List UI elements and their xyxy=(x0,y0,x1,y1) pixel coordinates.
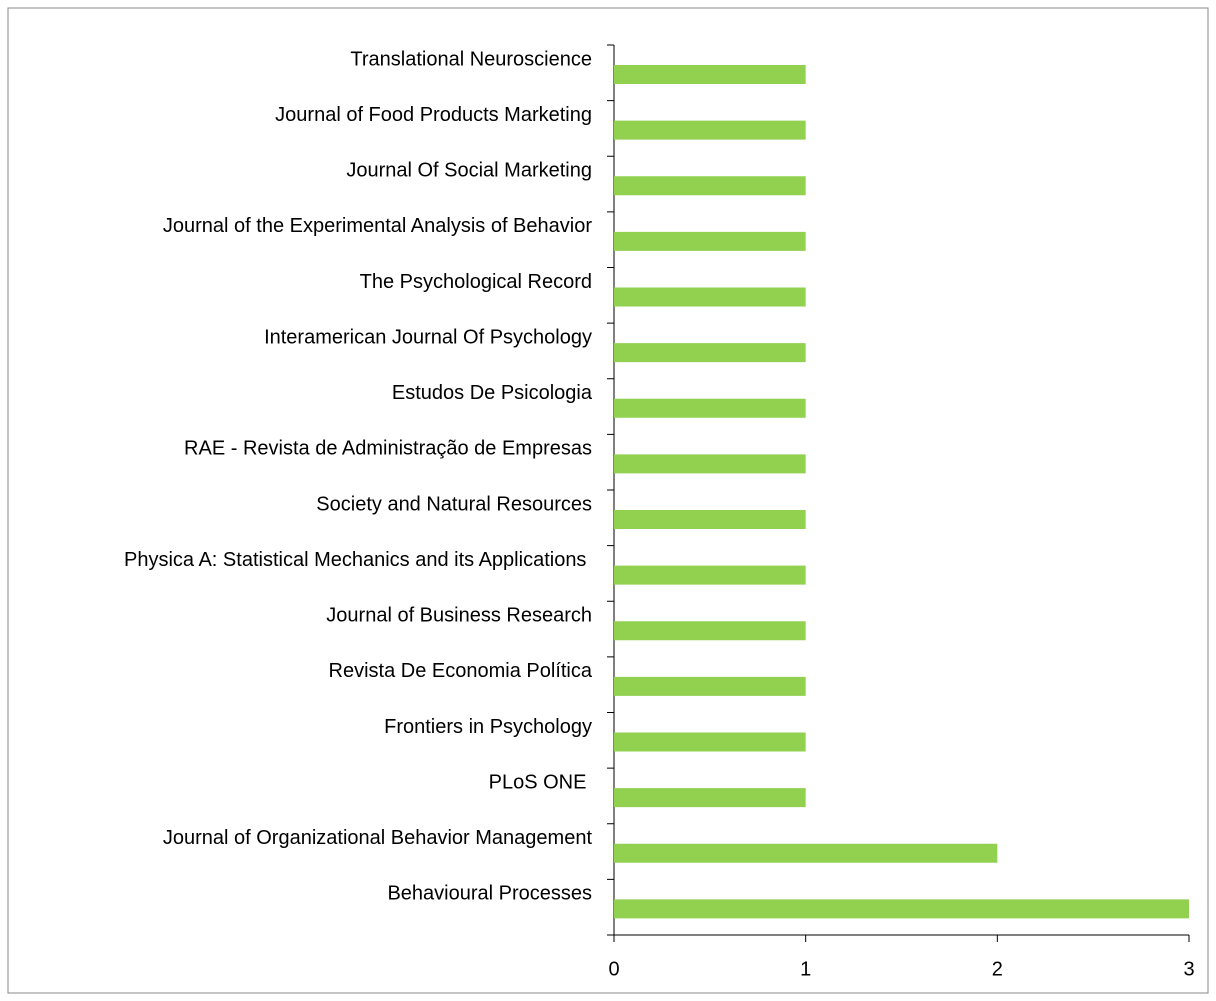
bar xyxy=(614,510,806,529)
y-tick-label: Physica A: Statistical Mechanics and its… xyxy=(124,549,592,571)
y-tick-label: Society and Natural Resources xyxy=(316,493,592,515)
x-tick-label: 0 xyxy=(608,958,619,980)
chart-border xyxy=(7,7,1209,994)
y-tick-label: Behavioural Processes xyxy=(387,883,592,905)
bar xyxy=(614,398,806,418)
y-tick-label: Journal of the Experimental Analysis of … xyxy=(163,215,592,237)
y-tick-label: Translational Neuroscience xyxy=(350,48,592,70)
y-tick-label: The Psychological Record xyxy=(360,271,592,293)
bar xyxy=(614,732,806,752)
y-tick-label: RAE - Revista de Administração de Empres… xyxy=(184,438,592,460)
bar xyxy=(614,788,806,808)
bar xyxy=(614,565,806,585)
y-tick-label: Revista De Economia Política xyxy=(329,660,593,682)
bar xyxy=(614,287,806,307)
y-tick-label: Estudos De Psicologia xyxy=(392,382,593,404)
y-tick-label: Interamerican Journal Of Psychology xyxy=(264,326,592,348)
y-tick-label: Frontiers in Psychology xyxy=(384,716,592,738)
bar xyxy=(614,843,998,863)
bar xyxy=(614,343,806,363)
x-tick-label: 3 xyxy=(1183,958,1194,980)
x-tick-label: 1 xyxy=(800,958,811,980)
bar xyxy=(614,899,1189,919)
bar xyxy=(614,231,806,251)
bar xyxy=(614,65,806,84)
y-tick-label: Journal of Organizational Behavior Manag… xyxy=(163,827,593,849)
bar xyxy=(614,176,806,196)
y-tick-label: PLoS ONE xyxy=(489,771,592,793)
y-tick-label: Journal of Business Research xyxy=(326,605,592,627)
bar xyxy=(614,676,806,696)
x-tick-label: 2 xyxy=(992,958,1003,980)
y-tick-label: Journal of Food Products Marketing xyxy=(275,104,592,126)
bar xyxy=(614,120,806,140)
y-tick-label: Journal Of Social Marketing xyxy=(346,160,592,182)
bar xyxy=(614,621,806,641)
bar xyxy=(614,454,806,474)
